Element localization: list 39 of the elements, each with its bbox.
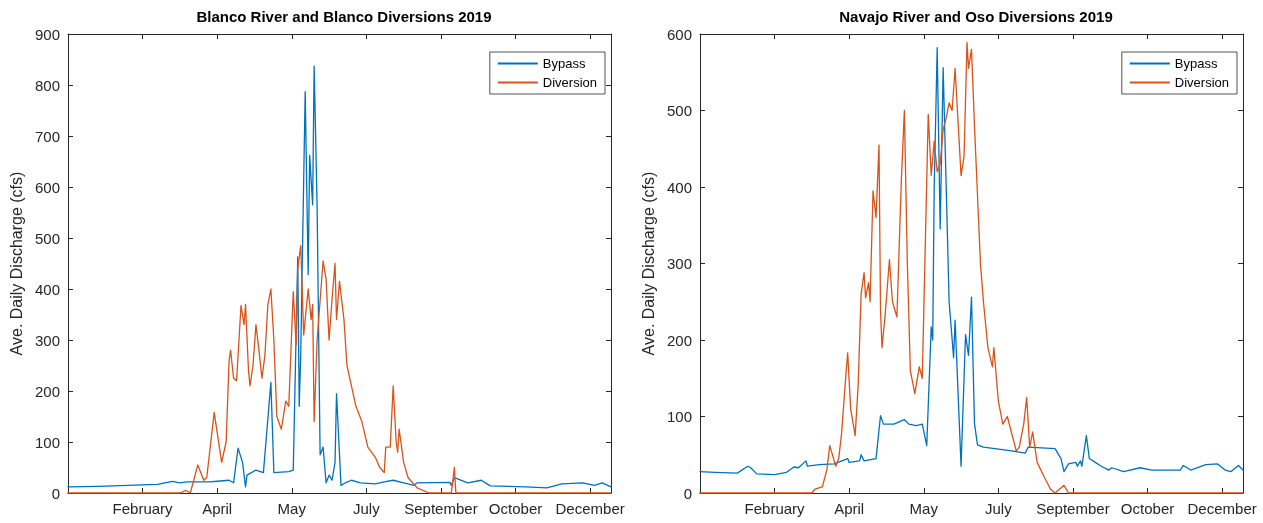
legend-label: Diversion [1174,75,1229,90]
legend-label: Bypass [542,56,586,71]
y-tick-label: 200 [666,331,692,349]
x-tick-label: September [1036,500,1110,517]
y-tick-label: 500 [34,229,60,247]
y-tick-label: 800 [34,76,60,94]
y-tick-label: 200 [34,382,60,400]
x-tick-label: February [112,500,174,517]
x-tick-label: April [834,500,865,517]
x-tick-label: April [202,500,233,517]
y-tick-label: 0 [683,484,692,502]
legend-label: Bypass [1174,56,1218,71]
chart-title: Navajo River and Oso Diversions 2019 [839,8,1113,25]
x-tick-label: February [744,500,806,517]
y-tick-label: 700 [34,127,60,145]
y-tick-label: 300 [666,255,692,272]
y-tick-label: 400 [34,280,60,298]
y-axis-title: Ave. Daily Discharge (cfs) [639,171,657,356]
x-tick-label: May [277,500,307,517]
legend-label: Diversion [542,75,597,90]
y-tick-label: 600 [34,178,60,196]
x-tick-label: October [1120,500,1175,517]
x-tick-label: July [353,500,381,517]
y-tick-label: 400 [666,178,692,196]
y-tick-label: 0 [51,484,60,502]
x-tick-label: December [555,500,625,517]
y-tick-label: 600 [666,25,692,43]
y-tick-label: 100 [666,408,692,425]
y-tick-label: 300 [34,331,60,349]
y-axis-title: Ave. Daily Discharge (cfs) [7,171,25,356]
y-tick-label: 100 [34,433,60,451]
x-tick-label: July [985,500,1013,517]
x-tick-label: October [488,500,543,517]
x-tick-label: September [404,500,478,517]
x-tick-label: May [909,500,939,517]
x-tick-label: December [1187,500,1257,517]
chart-title: Blanco River and Blanco Diversions 2019 [196,8,492,25]
y-tick-label: 500 [666,102,692,119]
y-tick-label: 900 [34,25,60,43]
